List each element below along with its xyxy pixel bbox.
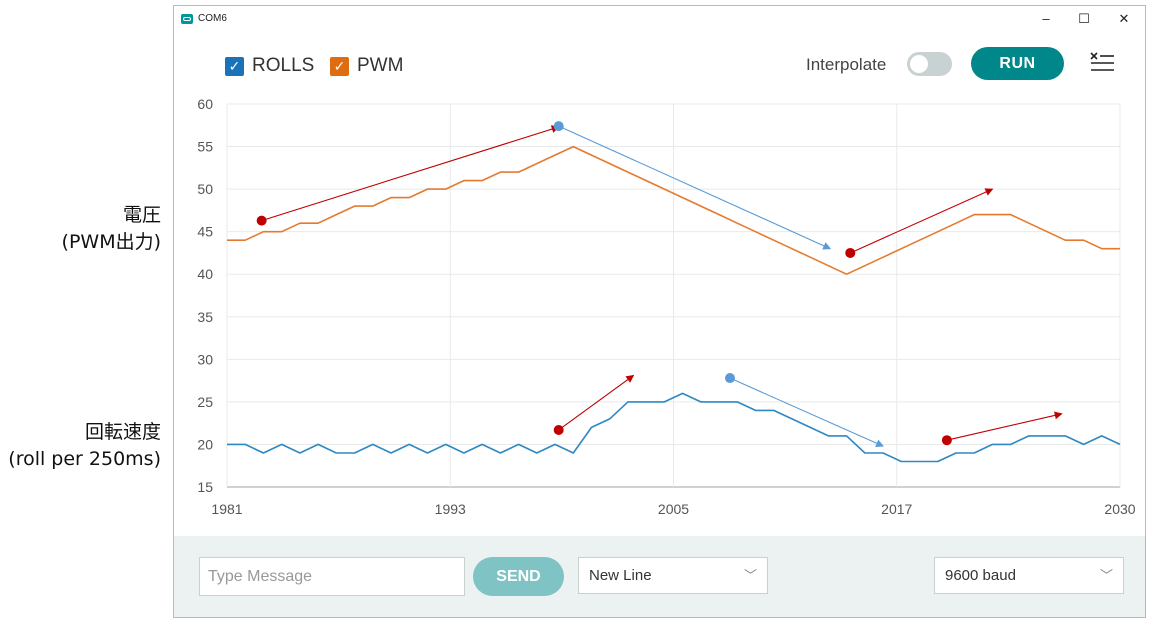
chevron-down-icon: ﹀ xyxy=(1099,568,1113,583)
clear-output-icon[interactable] xyxy=(1088,50,1118,76)
annotation-arrow-start-dot xyxy=(553,121,564,132)
annotation-arrow xyxy=(558,374,635,431)
arduino-app-icon xyxy=(181,14,193,24)
serial-input-bar: SEND New Line ﹀ 9600 baud ﹀ xyxy=(174,536,1145,617)
x-tick-label: 2030 xyxy=(1104,501,1135,517)
checkbox-checked-icon[interactable]: ✓ xyxy=(225,56,244,76)
y-tick-label: 55 xyxy=(197,139,213,155)
interpolate-label: Interpolate xyxy=(806,55,887,74)
chevron-down-icon: ﹀ xyxy=(743,568,757,583)
plot-area: 15 20 25 30 35 40 45 50 55 60 1981 1993 2005 2017 203… xyxy=(197,96,1135,517)
minimize-button[interactable]: – xyxy=(1042,11,1050,26)
x-tick-label: 2005 xyxy=(658,501,689,517)
line-ending-value: New Line xyxy=(589,567,652,584)
y-tick-label: 40 xyxy=(197,266,213,282)
send-button[interactable]: SEND xyxy=(473,557,564,596)
x-tick-label: 1993 xyxy=(435,501,466,517)
serial-plotter-window: COM6 – ☐ ✕ ✓ ROLLS ✓ PWM Interpolate RUN xyxy=(173,5,1146,618)
legend-pwm-label: PWM xyxy=(357,55,404,76)
baud-rate-value: 9600 baud xyxy=(945,567,1016,584)
legend-pwm[interactable]: ✓ PWM xyxy=(330,54,403,78)
annotation-arrow xyxy=(729,377,884,447)
annotation-arrow-start-dot xyxy=(941,435,952,446)
rolls-axis-annotation: 回転速度 (roll per 250ms) xyxy=(8,419,161,473)
run-button[interactable]: RUN xyxy=(971,47,1064,80)
y-tick-label: 35 xyxy=(197,309,213,325)
y-tick-label: 30 xyxy=(197,351,213,367)
toggle-knob xyxy=(910,55,928,73)
y-tick-label: 15 xyxy=(197,479,213,495)
y-tick-label: 60 xyxy=(197,96,213,112)
annotation-arrow-start-dot xyxy=(724,373,735,384)
annotation-arrow xyxy=(946,411,1063,441)
series-line-rolls xyxy=(227,392,1121,463)
window-title: COM6 xyxy=(198,13,227,24)
line-ending-select[interactable]: New Line ﹀ xyxy=(578,557,768,594)
close-button[interactable]: ✕ xyxy=(1118,11,1130,26)
legend-rolls[interactable]: ✓ ROLLS xyxy=(225,54,314,78)
series-line-pwm xyxy=(227,145,1120,276)
y-tick-label: 20 xyxy=(197,436,213,452)
annotation-arrow-start-dot xyxy=(553,424,564,435)
title-bar: COM6 – ☐ ✕ xyxy=(174,6,1145,32)
pwm-annotation-line-1: 電圧 xyxy=(122,204,161,226)
annotation-arrow xyxy=(558,125,832,250)
x-tick-label: 2017 xyxy=(881,501,912,517)
maximize-button[interactable]: ☐ xyxy=(1078,11,1090,26)
annotation-arrow xyxy=(850,188,994,254)
y-tick-label: 50 xyxy=(197,181,213,197)
rolls-annotation-line-2: (roll per 250ms) xyxy=(8,448,161,470)
pwm-axis-annotation: 電圧 (PWM出力) xyxy=(62,202,161,256)
legend-rolls-label: ROLLS xyxy=(252,55,315,76)
baud-rate-select[interactable]: 9600 baud ﹀ xyxy=(934,557,1124,594)
annotation-arrow-start-dot xyxy=(845,247,856,258)
pwm-annotation-line-2: (PWM出力) xyxy=(61,231,161,253)
message-input[interactable] xyxy=(199,557,465,596)
annotation-arrow-start-dot xyxy=(256,215,267,226)
rolls-annotation-line-1: 回転速度 xyxy=(84,421,161,443)
interpolate-toggle[interactable] xyxy=(907,52,952,76)
x-tick-label: 1981 xyxy=(211,501,242,517)
annotation-arrow xyxy=(261,125,560,222)
y-tick-label: 45 xyxy=(197,224,213,240)
y-tick-label: 25 xyxy=(197,394,213,410)
checkbox-checked-icon[interactable]: ✓ xyxy=(330,56,349,76)
